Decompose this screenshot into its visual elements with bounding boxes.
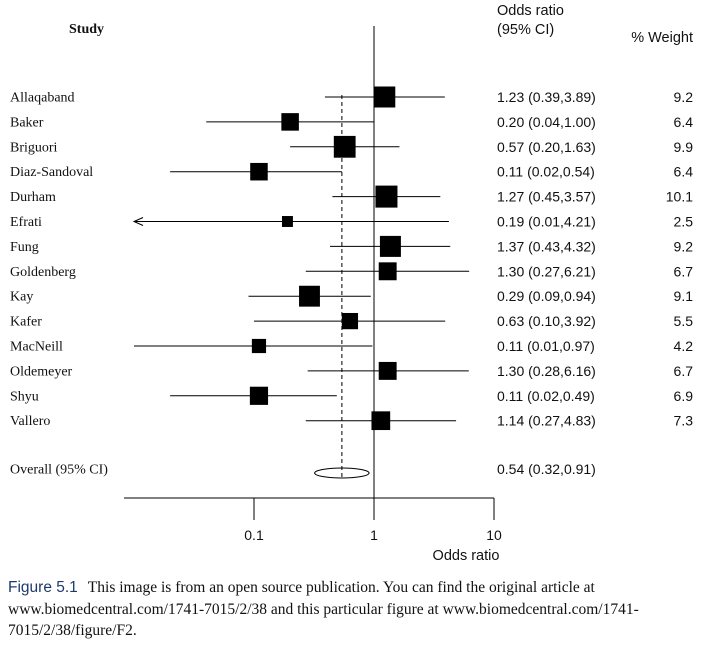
- figure-caption: Figure 5.1 This image is from an open sou…: [8, 577, 703, 642]
- or-ci-oldemeyer: 1.30 (0.28,6.16): [497, 363, 596, 379]
- weight-box-fung: [379, 235, 401, 257]
- or-ci-durham: 1.27 (0.45,3.57): [497, 189, 596, 205]
- study-name-baker: Baker: [10, 115, 44, 130]
- weight-oldemeyer: 6.7: [674, 363, 694, 379]
- or-ci-kay: 0.29 (0.09,0.94): [497, 288, 596, 304]
- ci-column-header: (95% CI): [497, 22, 554, 38]
- weight-box-vallero: [371, 411, 391, 431]
- or-ci-kafer: 0.63 (0.10,3.92): [497, 313, 596, 329]
- study-name-kay: Kay: [10, 290, 33, 305]
- weight-box-macneill: [251, 338, 267, 354]
- overall-label: Overall (95% CI): [10, 463, 108, 478]
- weight-kay: 9.1: [674, 288, 694, 304]
- study-name-briguori: Briguori: [10, 140, 58, 155]
- or-ci-vallero: 1.14 (0.27,4.83): [497, 413, 596, 429]
- weight-shyu: 6.9: [674, 388, 694, 404]
- weight-box-durham: [375, 185, 398, 208]
- study-name-durham: Durham: [10, 190, 56, 205]
- study-name-oldemeyer: Oldemeyer: [10, 364, 73, 379]
- weight-box-baker: [281, 113, 299, 131]
- weight-fung: 9.2: [674, 238, 694, 254]
- x-tick-label-1: 1: [370, 527, 378, 543]
- study-name-macneill: MacNeill: [10, 340, 63, 355]
- weight-box-allaqaband: [374, 86, 396, 108]
- weight-box-kay: [299, 285, 320, 307]
- weight-efrati: 2.5: [674, 214, 694, 230]
- study-name-allaqaband: Allaqaband: [10, 91, 75, 106]
- weight-box-briguori: [333, 135, 356, 158]
- study-name-efrati: Efrati: [10, 215, 42, 230]
- ci-arrow-efrati: [132, 217, 144, 226]
- figure-label: Figure 5.1: [8, 579, 78, 596]
- weight-box-shyu: [249, 386, 269, 405]
- weight-vallero: 7.3: [674, 413, 694, 429]
- weight-box-diaz-sandoval: [250, 162, 268, 181]
- weight-column-header: % Weight: [631, 30, 693, 46]
- weight-box-kafer: [341, 312, 359, 330]
- weight-goldenberg: 6.7: [674, 263, 694, 279]
- x-tick-label-10: 10: [486, 527, 502, 543]
- study-name-goldenberg: Goldenberg: [10, 265, 76, 280]
- overall-or-ci: 0.54 (0.32,0.91): [497, 461, 596, 477]
- weight-macneill: 4.2: [674, 338, 694, 354]
- or-ci-shyu: 0.11 (0.02,0.49): [497, 388, 595, 404]
- weight-allaqaband: 9.2: [674, 89, 694, 105]
- or-ci-efrati: 0.19 (0.01,4.21): [497, 214, 596, 230]
- or-ci-goldenberg: 1.30 (0.27,6.21): [497, 263, 596, 279]
- weight-briguori: 9.9: [674, 139, 694, 155]
- study-name-shyu: Shyu: [10, 389, 39, 404]
- study-name-vallero: Vallero: [10, 414, 50, 429]
- x-tick-label-0.1: 0.1: [244, 527, 264, 543]
- or-ci-macneill: 0.11 (0.01,0.97): [497, 338, 595, 354]
- study-name-diaz-sandoval: Diaz-Sandoval: [10, 165, 93, 180]
- or-ci-baker: 0.20 (0.04,1.00): [497, 114, 596, 130]
- or-ci-diaz-sandoval: 0.11 (0.02,0.54): [497, 164, 595, 180]
- weight-durham: 10.1: [666, 189, 693, 205]
- study-column-header: Study: [69, 22, 104, 37]
- or-ci-briguori: 0.57 (0.20,1.63): [497, 139, 596, 155]
- weight-baker: 6.4: [674, 114, 694, 130]
- x-axis-title: Odds ratio: [433, 548, 500, 564]
- or-ci-fung: 1.37 (0.43,4.32): [497, 238, 596, 254]
- weight-kafer: 5.5: [674, 313, 694, 329]
- caption-text: This image is from an open source public…: [8, 579, 639, 639]
- overall-estimate-diamond: [314, 467, 370, 479]
- forest-plot: Study Odds ratio (95% CI) % Weight Allaqaban…: [10, 3, 694, 564]
- weight-box-oldemeyer: [378, 361, 397, 380]
- odds-ratio-column-header: Odds ratio: [497, 3, 564, 19]
- study-name-kafer: Kafer: [10, 315, 42, 330]
- weight-box-goldenberg: [378, 262, 397, 281]
- weight-box-efrati: [281, 216, 293, 227]
- or-ci-allaqaband: 1.23 (0.39,3.89): [497, 89, 596, 105]
- weight-diaz-sandoval: 6.4: [674, 164, 694, 180]
- study-name-fung: Fung: [10, 240, 39, 255]
